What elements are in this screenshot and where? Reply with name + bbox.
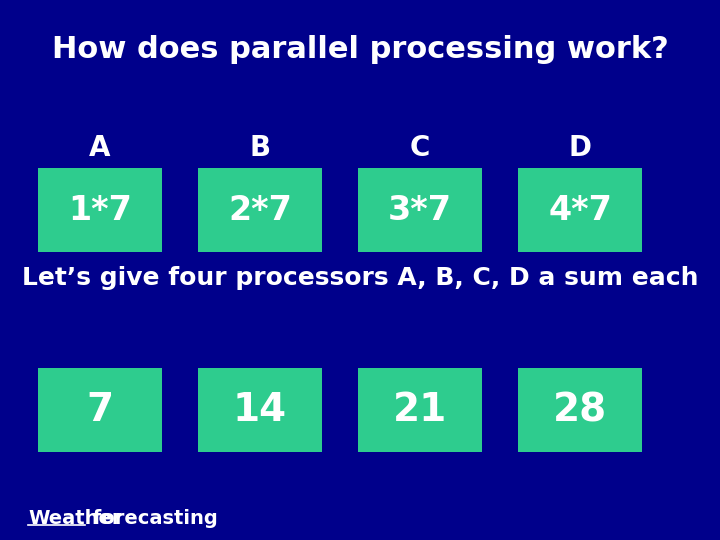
Text: A: A [89, 134, 111, 162]
FancyBboxPatch shape [518, 368, 642, 452]
Text: forecasting: forecasting [86, 509, 217, 528]
Text: 3*7: 3*7 [388, 193, 452, 226]
Text: Weather: Weather [28, 509, 122, 528]
Text: 21: 21 [393, 391, 447, 429]
FancyBboxPatch shape [518, 168, 642, 252]
FancyBboxPatch shape [38, 368, 162, 452]
FancyBboxPatch shape [38, 168, 162, 252]
FancyBboxPatch shape [358, 168, 482, 252]
Text: 14: 14 [233, 391, 287, 429]
Text: How does parallel processing work?: How does parallel processing work? [52, 36, 668, 64]
Text: 1*7: 1*7 [68, 193, 132, 226]
Text: 28: 28 [553, 391, 607, 429]
Text: C: C [410, 134, 430, 162]
Text: B: B [249, 134, 271, 162]
FancyBboxPatch shape [358, 368, 482, 452]
Text: Let’s give four processors A, B, C, D a sum each: Let’s give four processors A, B, C, D a … [22, 266, 698, 290]
Text: 7: 7 [86, 391, 114, 429]
FancyBboxPatch shape [198, 368, 322, 452]
FancyBboxPatch shape [198, 168, 322, 252]
Text: D: D [569, 134, 592, 162]
Text: 4*7: 4*7 [548, 193, 612, 226]
Text: 2*7: 2*7 [228, 193, 292, 226]
